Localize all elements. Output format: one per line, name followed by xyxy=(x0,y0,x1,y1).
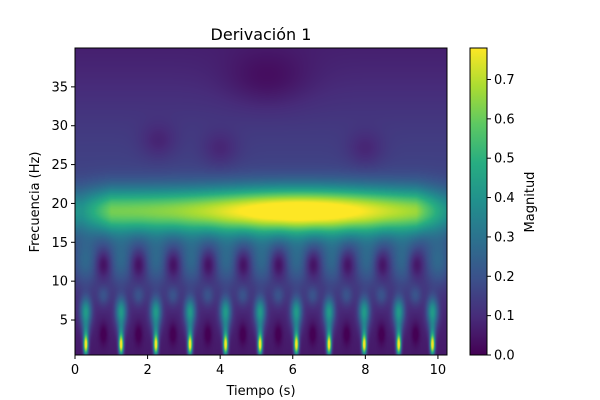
y-tick-label: 20 xyxy=(51,197,68,212)
colorbar-tick-label: 0.7 xyxy=(494,73,515,88)
chart-title: Derivación 1 xyxy=(211,25,312,44)
plot-frame xyxy=(74,47,448,356)
colorbar-tick-label: 0.2 xyxy=(494,270,515,285)
x-tick-label: 8 xyxy=(361,363,369,378)
x-tick-label: 0 xyxy=(71,363,79,378)
colorbar-frame xyxy=(469,47,488,356)
x-axis-label: Tiempo (s) xyxy=(225,384,295,399)
x-tick-label: 10 xyxy=(430,363,447,378)
heatmap-image xyxy=(75,48,447,355)
x-tick-label: 4 xyxy=(216,363,224,378)
colorbar-ticks: 0.0 0.1 0.2 0.3 0.4 0.5 0.6 0.7 xyxy=(487,73,515,364)
colorbar-tick-label: 0.3 xyxy=(494,230,515,245)
y-tick-label: 30 xyxy=(51,119,68,134)
y-axis-label: Frecuencia (Hz) xyxy=(28,152,43,253)
colorbar-tick-label: 0.6 xyxy=(494,112,515,127)
y-tick-label: 10 xyxy=(51,275,68,290)
colorbar-gradient xyxy=(470,48,487,355)
plot-area xyxy=(74,47,448,356)
y-tick-label: 25 xyxy=(51,158,68,173)
y-tick-label: 15 xyxy=(51,236,68,251)
x-tick-label: 6 xyxy=(289,363,297,378)
y-tick-label: 5 xyxy=(60,314,68,329)
y-axis: 5 10 15 20 25 30 35 xyxy=(51,80,75,329)
colorbar-tick-label: 0.0 xyxy=(494,349,515,364)
colorbar-tick-label: 0.5 xyxy=(494,152,515,167)
colorbar: 0.0 0.1 0.2 0.3 0.4 0.5 0.6 0.7 Magnitud xyxy=(469,47,538,364)
colorbar-tick-label: 0.1 xyxy=(494,309,515,324)
x-axis: 0 2 4 6 8 10 xyxy=(71,355,446,378)
x-tick-label: 2 xyxy=(143,363,151,378)
colorbar-label: Magnitud xyxy=(523,172,538,233)
y-tick-label: 35 xyxy=(51,80,68,95)
colorbar-tick-label: 0.4 xyxy=(494,191,515,206)
